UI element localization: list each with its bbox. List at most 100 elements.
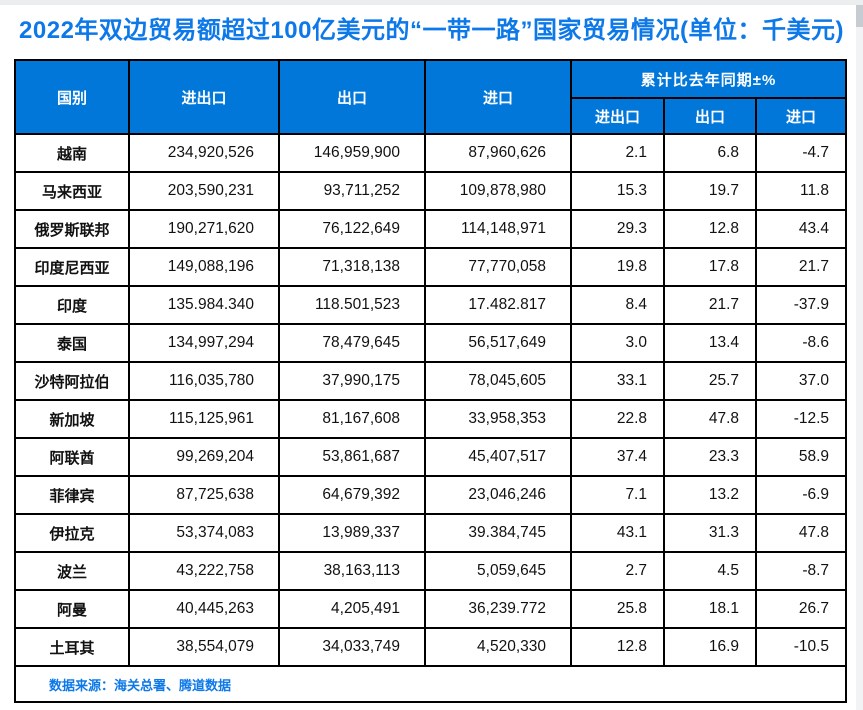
table-footer: 数据来源：海关总署、腾道数据 bbox=[13, 665, 848, 703]
cell-yoy-export: 31.3 bbox=[663, 513, 757, 553]
cell-import: 56,517,649 bbox=[424, 323, 572, 363]
cell-country: 俄罗斯联邦 bbox=[14, 209, 130, 249]
cell-yoy-export: 21.7 bbox=[663, 285, 757, 325]
cell-export: 146,959,900 bbox=[278, 133, 426, 173]
cell-yoy-total: 2.1 bbox=[570, 133, 665, 173]
cell-yoy-export: 25.7 bbox=[663, 361, 757, 401]
cell-country: 伊拉克 bbox=[14, 513, 130, 553]
cell-yoy-total: 37.4 bbox=[570, 437, 665, 477]
col-header-total: 进出口 bbox=[128, 59, 280, 135]
table-header: 国别 进出口 出口 进口 累计比去年同期±% 进出口 出口 进口 bbox=[14, 59, 848, 135]
cell-yoy-export: 23.3 bbox=[663, 437, 757, 477]
cell-total: 99,269,204 bbox=[128, 437, 280, 477]
cell-yoy-import: 47.8 bbox=[754, 513, 848, 553]
cell-export: 118.501,523 bbox=[278, 285, 426, 325]
scrollbar-thumb[interactable] bbox=[856, 5, 863, 27]
cell-import: 17.482.817 bbox=[424, 285, 572, 325]
cell-yoy-export: 16.9 bbox=[663, 627, 757, 667]
cell-import: 77,770,058 bbox=[424, 247, 572, 287]
table-row: 伊拉克 53,374,083 13,989,337 39.384,745 43.1 31.… bbox=[14, 513, 848, 553]
cell-total: 53,374,083 bbox=[128, 513, 280, 553]
cell-yoy-import: -4.7 bbox=[754, 133, 848, 173]
cell-import: 23,046,246 bbox=[424, 475, 572, 515]
cell-export: 13,989,337 bbox=[278, 513, 426, 553]
cell-total: 115,125,961 bbox=[128, 399, 280, 439]
cell-yoy-export: 6.8 bbox=[663, 133, 757, 173]
table-row: 阿曼 40,445,263 4,205,491 36,239.772 25.8 18.1 2… bbox=[14, 589, 848, 629]
table-row: 泰国 134,997,294 78,479,645 56,517,649 3.0 13.4… bbox=[14, 323, 848, 363]
cell-country: 菲律宾 bbox=[14, 475, 130, 515]
cell-import: 39.384,745 bbox=[424, 513, 572, 553]
cell-export: 38,163,113 bbox=[278, 551, 426, 591]
cell-export: 4,205,491 bbox=[278, 589, 426, 629]
cell-import: 109,878,980 bbox=[424, 171, 572, 211]
cell-import: 33,958,353 bbox=[424, 399, 572, 439]
scrollbar-track[interactable] bbox=[856, 5, 863, 710]
cell-total: 234,920,526 bbox=[128, 133, 280, 173]
cell-import: 78,045,605 bbox=[424, 361, 572, 401]
table-row: 菲律宾 87,725,638 64,679,392 23,046,246 7.1 13.2… bbox=[14, 475, 848, 515]
cell-total: 134,997,294 bbox=[128, 323, 280, 363]
cell-yoy-import: -37.9 bbox=[754, 285, 848, 325]
cell-yoy-total: 3.0 bbox=[570, 323, 665, 363]
table-row: 印度 135.984.340 118.501,523 17.482.817 8.4 21.… bbox=[14, 285, 848, 325]
cell-total: 135.984.340 bbox=[128, 285, 280, 325]
cell-country: 印度尼西亚 bbox=[14, 247, 130, 287]
cell-yoy-import: 11.8 bbox=[754, 171, 848, 211]
table-row: 印度尼西亚 149,088,196 71,318,138 77,770,058 19.8… bbox=[14, 247, 848, 287]
cell-export: 71,318,138 bbox=[278, 247, 426, 287]
cell-export: 53,861,687 bbox=[278, 437, 426, 477]
cell-yoy-import: -8.7 bbox=[754, 551, 848, 591]
cell-country: 阿曼 bbox=[14, 589, 130, 629]
cell-export: 78,479,645 bbox=[278, 323, 426, 363]
cell-country: 土耳其 bbox=[14, 627, 130, 667]
cell-total: 38,554,079 bbox=[128, 627, 280, 667]
cell-country: 沙特阿拉伯 bbox=[14, 361, 130, 401]
cell-yoy-import: 37.0 bbox=[754, 361, 848, 401]
col-header-yoy-import: 进口 bbox=[754, 97, 848, 135]
cell-yoy-export: 19.7 bbox=[663, 171, 757, 211]
table-row: 土耳其 38,554,079 34,033,749 4,520,330 12.8 16.9… bbox=[14, 627, 848, 667]
cell-total: 149,088,196 bbox=[128, 247, 280, 287]
cell-total: 203,590,231 bbox=[128, 171, 280, 211]
cell-country: 马来西亚 bbox=[14, 171, 130, 211]
cell-yoy-export: 17.8 bbox=[663, 247, 757, 287]
cell-yoy-import: -6.9 bbox=[754, 475, 848, 515]
cell-country: 泰国 bbox=[14, 323, 130, 363]
col-header-yoy-export: 出口 bbox=[663, 97, 757, 135]
cell-yoy-export: 18.1 bbox=[663, 589, 757, 629]
cell-import: 114,148,971 bbox=[424, 209, 572, 249]
trade-table: 国别 进出口 出口 进口 累计比去年同期±% 进出口 出口 进口 越南 234,9… bbox=[13, 59, 848, 703]
cell-yoy-total: 8.4 bbox=[570, 285, 665, 325]
cell-yoy-export: 12.8 bbox=[663, 209, 757, 249]
cell-yoy-total: 22.8 bbox=[570, 399, 665, 439]
cell-total: 116,035,780 bbox=[128, 361, 280, 401]
cell-total: 190,271,620 bbox=[128, 209, 280, 249]
cell-yoy-import: 26.7 bbox=[754, 589, 848, 629]
cell-yoy-total: 7.1 bbox=[570, 475, 665, 515]
cell-yoy-import: 58.9 bbox=[754, 437, 848, 477]
cell-yoy-total: 25.8 bbox=[570, 589, 665, 629]
cell-yoy-import: 43.4 bbox=[754, 209, 848, 249]
cell-export: 76,122,649 bbox=[278, 209, 426, 249]
cell-import: 5,059,645 bbox=[424, 551, 572, 591]
table-body: 越南 234,920,526 146,959,900 87,960,626 2.1 6.8… bbox=[14, 133, 848, 667]
cell-yoy-total: 19.8 bbox=[570, 247, 665, 287]
table-row: 俄罗斯联邦 190,271,620 76,122,649 114,148,971 29.… bbox=[14, 209, 848, 249]
cell-import: 4,520,330 bbox=[424, 627, 572, 667]
col-header-import: 进口 bbox=[424, 59, 572, 135]
cell-export: 81,167,608 bbox=[278, 399, 426, 439]
col-header-yoy-total: 进出口 bbox=[570, 97, 665, 135]
cell-country: 越南 bbox=[14, 133, 130, 173]
cell-export: 93,711,252 bbox=[278, 171, 426, 211]
cell-export: 37,990,175 bbox=[278, 361, 426, 401]
window-top-strip bbox=[0, 0, 863, 5]
cell-yoy-export: 47.8 bbox=[663, 399, 757, 439]
cell-total: 40,445,263 bbox=[128, 589, 280, 629]
cell-export: 34,033,749 bbox=[278, 627, 426, 667]
cell-total: 87,725,638 bbox=[128, 475, 280, 515]
col-header-country: 国别 bbox=[14, 59, 130, 135]
cell-country: 新加坡 bbox=[14, 399, 130, 439]
data-source-note: 数据来源：海关总署、腾道数据 bbox=[13, 665, 848, 703]
cell-import: 36,239.772 bbox=[424, 589, 572, 629]
